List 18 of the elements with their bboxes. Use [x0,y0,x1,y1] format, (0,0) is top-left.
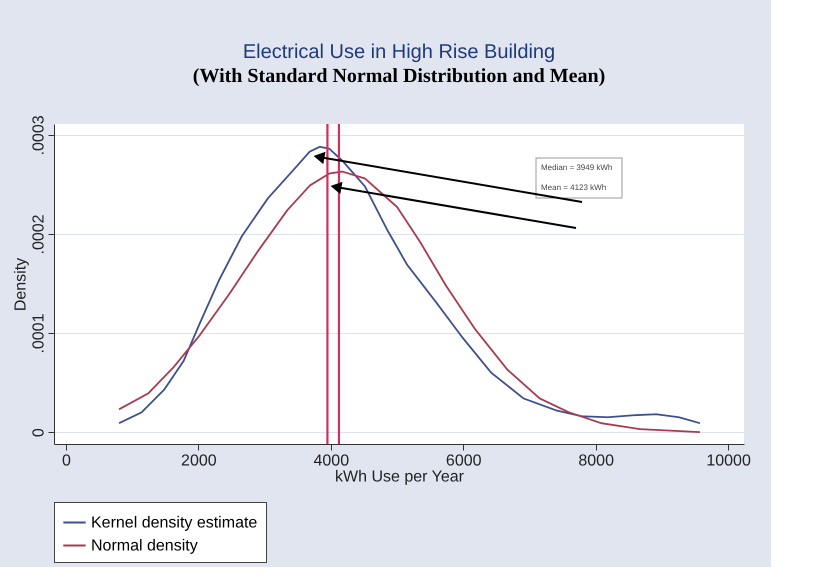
x-tick-label: 8000 [578,452,614,470]
chart-title: Electrical Use in High Rise Building [242,41,556,63]
text: (With Standard Normal Distribution and Mean) [192,65,606,87]
x-axis-title: kWh Use per Year [335,468,465,486]
annotation: Mean = 4123 kWh [541,183,606,192]
y-tick-label: .0002 [30,214,48,254]
legend-label: Kernel density estimate [91,514,258,532]
y-tick-label: 0 [30,428,48,438]
x-tick-label: 2000 [181,452,217,470]
x-tick-label: 0 [62,452,71,470]
y-tick-label: .0003 [30,115,48,156]
annotation: Median = 3949 kWh [541,163,612,172]
y-axis-title: Density [12,258,30,312]
x-tick-label: 6000 [446,452,482,470]
x-tick-label: 4000 [314,452,350,470]
y-tick-label: .0001 [30,313,48,354]
x-tick-label: 10000 [706,452,751,470]
legend-label: Normal density [91,538,198,554]
